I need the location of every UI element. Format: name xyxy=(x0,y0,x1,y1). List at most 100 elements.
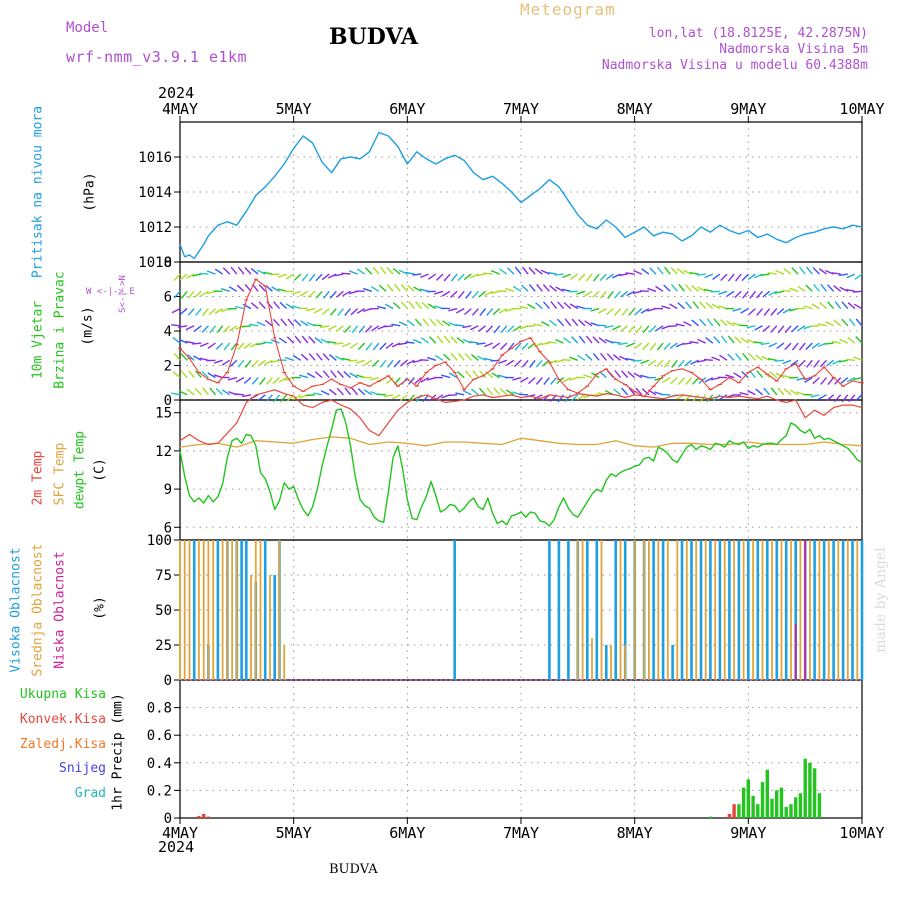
wind-arrow xyxy=(741,273,749,282)
wind-arrow xyxy=(656,342,664,351)
precip-conv-bar xyxy=(202,813,206,818)
wind-arrow xyxy=(521,342,529,351)
y-tick-label: 25 xyxy=(155,638,172,654)
wind-arrow xyxy=(507,342,515,351)
wind-arrow xyxy=(557,394,565,403)
cloud-high-bar xyxy=(661,540,665,680)
wind-arrow xyxy=(705,302,714,310)
wind-arrow xyxy=(818,394,827,400)
wind-arrow xyxy=(441,374,451,379)
wind-arrow xyxy=(677,377,685,385)
wind-arrow xyxy=(711,356,721,361)
wind-arrow xyxy=(327,273,337,279)
cloud-mid-bar xyxy=(780,540,783,680)
wind-arrow xyxy=(578,273,586,281)
wind-arrow xyxy=(483,272,493,275)
wind-arrow xyxy=(462,338,472,344)
wind-arrow xyxy=(561,288,571,292)
wind-arrow xyxy=(848,394,856,403)
wind-arrow xyxy=(414,377,422,385)
wind-arrow xyxy=(305,394,316,397)
cloud-high-bar xyxy=(851,540,854,680)
wind-arrow xyxy=(450,336,458,344)
y-tick-label: 0.2 xyxy=(147,783,172,799)
wind-arrow xyxy=(294,335,302,344)
wind-arrow xyxy=(570,394,579,402)
x-tick-label-top: 6MAY xyxy=(389,100,425,118)
wind-arrow xyxy=(675,323,685,327)
wind-arrow xyxy=(351,325,359,334)
wind-arrow xyxy=(356,308,366,314)
wind-arrow xyxy=(592,352,600,361)
cloud-high-bar xyxy=(557,540,561,680)
wind-arrow xyxy=(230,342,238,351)
wind-arrow xyxy=(457,371,465,379)
wind-arrow xyxy=(227,376,237,381)
wind-arrow xyxy=(662,377,671,383)
wind-arrow xyxy=(803,305,813,310)
wind-arrow xyxy=(841,318,849,327)
wind-arrow xyxy=(180,290,188,299)
wind-arrow xyxy=(749,290,756,299)
wind-arrow xyxy=(832,359,842,365)
wind-arrow xyxy=(301,273,309,282)
wind-arrow xyxy=(500,325,508,334)
cloud-mid-bar xyxy=(856,540,859,680)
precip-conv-bar xyxy=(732,804,736,818)
wind-arrow xyxy=(549,319,557,327)
wind-arrow xyxy=(734,336,742,344)
wind-arrow xyxy=(747,273,756,280)
cloud-high-bar xyxy=(728,540,731,680)
wind-arrow xyxy=(599,290,607,299)
wind-arrow xyxy=(635,387,643,396)
wind-arrow xyxy=(386,359,394,368)
wind-arrow xyxy=(209,387,217,396)
wind-arrow xyxy=(249,323,259,327)
cloud-mid-bar xyxy=(695,540,698,680)
wind-arrow xyxy=(767,358,777,361)
wind-arrow xyxy=(221,359,231,366)
x-tick-label-top: 10MAY xyxy=(839,100,884,118)
wind-arrow xyxy=(607,290,614,299)
cloud-mid-bar xyxy=(610,645,612,680)
wind-arrow xyxy=(824,342,834,345)
wind-arrow xyxy=(747,389,756,396)
wind-arrow xyxy=(434,354,444,361)
wind-arrow xyxy=(739,324,749,327)
cloud-mid-bar xyxy=(226,540,229,680)
wind-arrow xyxy=(293,319,302,327)
sfc-temp-series-line xyxy=(179,436,863,448)
wind-arrow xyxy=(727,353,735,361)
wind-arrow xyxy=(770,387,778,396)
wind-arrow xyxy=(641,268,650,275)
wind-arrow xyxy=(180,353,188,361)
wind-arrow xyxy=(705,337,714,344)
wind-arrow xyxy=(564,394,572,403)
cloud-mid-bar xyxy=(752,540,754,680)
wind-arrow xyxy=(642,325,650,334)
wind-arrow xyxy=(769,371,778,379)
dewpoint-series-line xyxy=(179,408,863,527)
wind-arrow xyxy=(178,338,188,344)
wind-arrow xyxy=(626,290,636,297)
wind-arrow xyxy=(528,267,536,275)
wind-arrow xyxy=(818,268,827,275)
wind-arrow xyxy=(457,273,465,282)
wind-arrow xyxy=(448,394,458,397)
wind-arrow xyxy=(464,308,472,316)
wind-arrow xyxy=(193,325,202,332)
cloud-mid-bar xyxy=(704,540,707,680)
wind-arrow xyxy=(234,393,244,396)
wind-arrow xyxy=(846,273,856,279)
wind-arrow xyxy=(314,371,323,379)
cloud-mid-bar xyxy=(254,540,257,680)
wind-arrow xyxy=(847,337,856,344)
cloud-high-bar xyxy=(263,540,267,680)
wind-arrow xyxy=(379,342,387,351)
wind-arrow xyxy=(271,286,280,292)
wind-arrow xyxy=(514,342,522,351)
wind-arrow xyxy=(299,290,309,297)
cloud-mid-bar xyxy=(278,540,281,680)
wind-arrow xyxy=(498,359,508,365)
x-tick-label-bottom: 10MAY xyxy=(839,824,884,842)
